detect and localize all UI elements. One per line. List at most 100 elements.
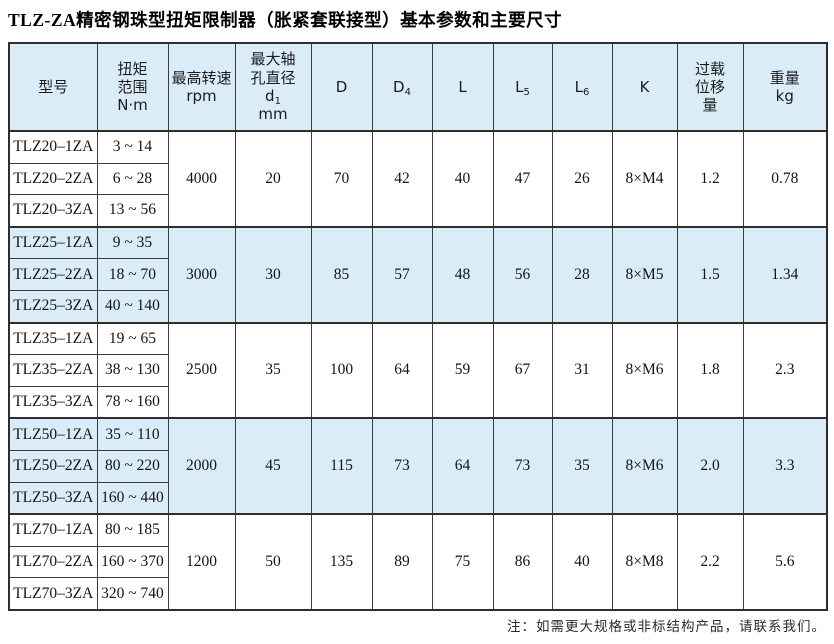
torque-range-cell: 9 ~ 35	[96, 225, 169, 260]
header-line: d1	[265, 87, 281, 107]
L6-cell: 31	[551, 321, 613, 419]
D-cell: 85	[310, 225, 373, 324]
header-line: D	[335, 77, 348, 96]
model-cell: TLZ35–1ZA	[8, 321, 98, 356]
header-line: mm	[258, 105, 288, 124]
model-cell: TLZ25–2ZA	[8, 258, 98, 291]
table-row: TLZ70–1ZA 80 ~ 185 1200 50 135 89 75 86 40 8×M8 2.…	[8, 513, 828, 611]
L-cell: 59	[431, 321, 494, 419]
table-row: TLZ70–2ZA 160 ~ 370	[8, 545, 827, 579]
column-header-overload-displacement: 过载 位移量	[676, 42, 744, 132]
max-speed-cell: 4000	[167, 130, 236, 228]
table-row: TLZ20–3ZA 13 ~ 56	[8, 194, 827, 228]
D4-cell: 89	[371, 513, 433, 611]
L5-cell: 67	[492, 321, 553, 419]
K-cell: 8×M4	[611, 130, 678, 228]
spec-table: 型号 扭矩 范围 N·m 最高转速 rpm 最大轴 孔直径 d1 mm D D4 L L5 L6 K 过载 位移量…	[8, 42, 828, 611]
L-cell: 64	[431, 417, 494, 515]
column-header-max-bore: 最大轴 孔直径 d1 mm	[234, 42, 312, 132]
header-line: K	[639, 77, 650, 96]
overload-displacement-cell: 1.5	[676, 225, 744, 324]
table-body: TLZ20–1ZA 3 ~ 14 4000 20 70 42 40 47 26 8×M4 1.2 0.…	[8, 129, 828, 611]
column-header-torque-range: 扭矩 范围 N·m	[96, 42, 169, 132]
column-header-L6: L6	[551, 42, 613, 132]
model-cell: TLZ25–1ZA	[8, 225, 98, 260]
header-line: 扭矩	[117, 59, 148, 78]
max-speed-cell: 2000	[167, 417, 236, 515]
header-line: L	[458, 77, 467, 96]
D4-cell: 42	[371, 130, 433, 228]
header-line: 量	[702, 96, 718, 115]
table-row: TLZ70–3ZA 320 ~ 740	[8, 577, 827, 611]
column-header-D: D	[310, 42, 373, 132]
table-row: TLZ50–3ZA 160 ~ 440	[8, 481, 827, 515]
column-header-L5: L5	[492, 42, 553, 132]
L-cell: 48	[431, 225, 494, 324]
D4-cell: 73	[371, 417, 433, 515]
D-cell: 135	[310, 513, 373, 611]
header-line: 过载	[694, 59, 725, 78]
table-row: TLZ20–1ZA 3 ~ 14 4000 20 70 42 40 47 26 8×M4 1.2 0.…	[8, 129, 828, 228]
header-line: 重量	[769, 68, 800, 87]
torque-range-cell: 80 ~ 220	[96, 449, 169, 483]
table-row: TLZ25–2ZA 18 ~ 70	[8, 258, 827, 291]
model-cell: TLZ35–3ZA	[8, 385, 98, 419]
K-cell: 8×M6	[611, 321, 678, 419]
max-speed-cell: 3000	[167, 225, 236, 324]
K-cell: 8×M8	[611, 513, 678, 611]
L-cell: 40	[431, 130, 494, 228]
torque-range-cell: 160 ~ 440	[96, 481, 169, 515]
D-cell: 70	[310, 130, 373, 228]
subscript: 1	[274, 96, 281, 107]
overload-displacement-cell: 2.0	[676, 417, 744, 515]
L6-cell: 26	[551, 130, 613, 228]
model-cell: TLZ70–3ZA	[8, 577, 98, 611]
model-cell: TLZ70–2ZA	[8, 545, 98, 579]
L6-cell: 28	[551, 225, 613, 324]
column-header-D4: D4	[371, 42, 433, 132]
header-line: rpm	[186, 87, 217, 105]
max-bore-cell: 20	[234, 130, 312, 228]
model-cell: TLZ20–3ZA	[8, 194, 98, 228]
torque-range-cell: 320 ~ 740	[96, 577, 169, 611]
model-cell: TLZ20–1ZA	[8, 129, 98, 164]
max-speed-cell: 1200	[167, 513, 236, 611]
torque-range-cell: 38 ~ 130	[96, 354, 169, 387]
L5-cell: 73	[492, 417, 553, 515]
torque-range-cell: 6 ~ 28	[96, 162, 169, 196]
max-bore-cell: 45	[234, 417, 312, 515]
subscript: 4	[404, 86, 411, 98]
model-cell: TLZ35–2ZA	[8, 354, 98, 387]
header-line: 范围	[117, 77, 148, 96]
model-cell: TLZ50–2ZA	[8, 449, 98, 483]
max-bore-cell: 35	[234, 321, 312, 419]
weight-cell: 3.3	[742, 417, 828, 515]
L-cell: 75	[431, 513, 494, 611]
max-speed-cell: 2500	[167, 321, 236, 419]
header-line: 型号	[38, 77, 69, 96]
L5-cell: 47	[492, 130, 553, 228]
column-header-K: K	[611, 42, 678, 132]
table-row: TLZ35–1ZA 19 ~ 65 2500 35 100 64 59 67 31 8×M6 1.8…	[8, 321, 828, 419]
column-header-max-speed: 最高转速 rpm	[167, 42, 236, 132]
K-cell: 8×M6	[611, 417, 678, 515]
K-cell: 8×M5	[611, 225, 678, 324]
model-cell: TLZ20–2ZA	[8, 162, 98, 196]
header-line: D4	[393, 77, 411, 98]
overload-displacement-cell: 1.2	[676, 130, 744, 228]
torque-range-cell: 3 ~ 14	[96, 129, 169, 164]
max-bore-cell: 30	[234, 225, 312, 324]
subscript: 5	[523, 86, 530, 98]
model-cell: TLZ70–1ZA	[8, 513, 98, 547]
header-line: 孔直径	[250, 68, 296, 87]
weight-cell: 2.3	[742, 321, 828, 419]
D-cell: 115	[310, 417, 373, 515]
overload-displacement-cell: 2.2	[676, 513, 744, 611]
torque-range-cell: 19 ~ 65	[96, 321, 169, 356]
table-row: TLZ20–2ZA 6 ~ 28	[8, 162, 827, 196]
model-cell: TLZ50–3ZA	[8, 481, 98, 515]
model-cell: TLZ50–1ZA	[8, 417, 98, 451]
D4-cell: 57	[371, 225, 433, 324]
torque-range-cell: 40 ~ 140	[96, 289, 169, 324]
